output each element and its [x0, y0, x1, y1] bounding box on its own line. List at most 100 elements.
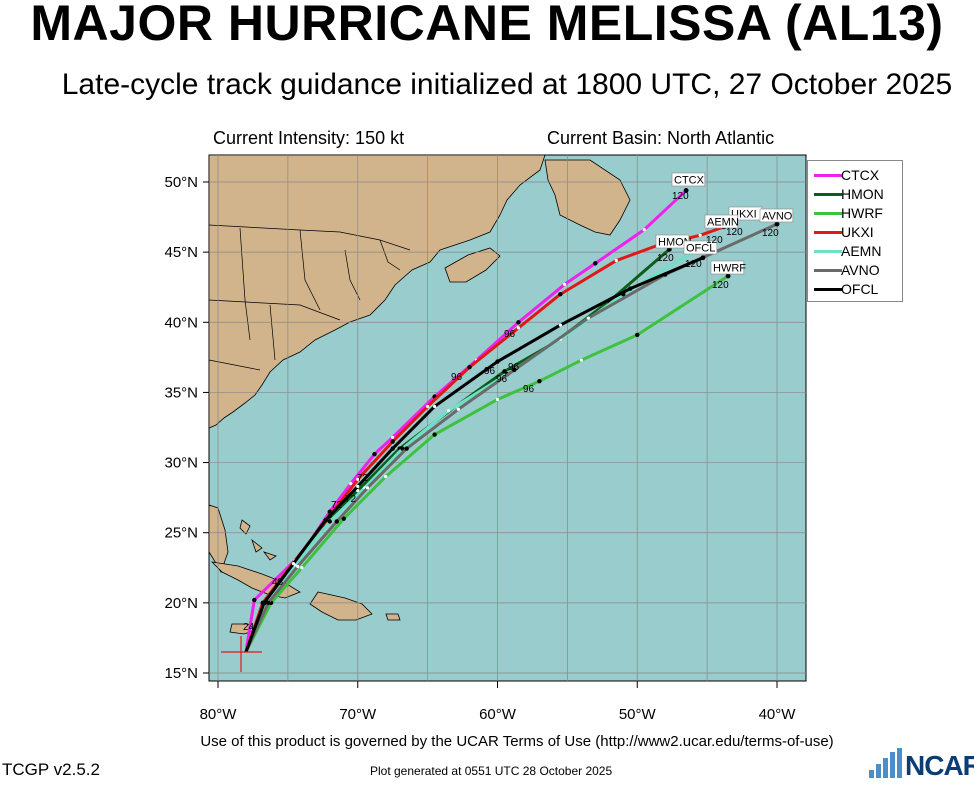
hour-label-hmon-96: 96 [508, 362, 520, 373]
lon-tick-label: 70°W [339, 706, 377, 723]
track-marker [516, 326, 521, 330]
bahamas [239, 519, 277, 561]
current-intensity: Current Intensity: 150 kt [213, 128, 405, 148]
initial-position-marker [221, 636, 262, 672]
legend-item-avno: AVNO [808, 261, 904, 280]
track-marker [349, 482, 353, 486]
track-point [390, 446, 395, 451]
end-label-aemn: AEMN [707, 217, 739, 229]
track-point [512, 367, 517, 373]
track-marker [579, 358, 583, 362]
hour-label-72b: 72 [331, 500, 343, 511]
legend-item-hmon: HMON [808, 185, 904, 204]
hour-label-hwrf-120: 120 [712, 280, 729, 291]
track-point [635, 332, 640, 338]
track-end-point [683, 188, 689, 193]
ncar-logo: NCAR [867, 748, 974, 781]
track-marker [391, 435, 395, 439]
track-end-point [774, 221, 780, 227]
legend-swatch [814, 231, 842, 234]
hour-label-avno-96: 96 [484, 366, 496, 377]
track-point [628, 286, 633, 291]
version-label: TCGP v2.5.2 [2, 760, 100, 779]
end-label-hmon: HMON [658, 237, 692, 249]
track-marker [426, 404, 430, 409]
lat-tick-label: 20°N [164, 595, 198, 612]
hour-label-ofcl-96: 96 [496, 374, 508, 385]
track-marker [558, 323, 562, 327]
lat-lon-grid [209, 155, 806, 681]
legend-label: AVNO [841, 262, 880, 278]
legend-item-ukxi: UKXI [808, 223, 904, 242]
legend-item-ctcx: CTCX [808, 166, 904, 185]
terms-of-use: Use of this product is governed by the U… [200, 733, 834, 750]
lat-tick-label: 30°N [164, 455, 198, 472]
hour-label-avno-120: 120 [762, 228, 779, 239]
end-label-box-hwrf [710, 260, 745, 275]
hour-annotations: 120 120 120 120 120 120 120 96 96 96 96 … [243, 191, 779, 633]
chart-subtitle: Late-cycle track guidance initialized at… [61, 68, 953, 101]
hour-label-hmon-120: 120 [657, 253, 674, 264]
track-point [261, 600, 267, 606]
hour-label-ukxi-96: 96 [451, 372, 463, 383]
track-point [323, 517, 328, 523]
track-point [327, 519, 332, 524]
north-america [208, 154, 546, 429]
end-label-box-ctcx [671, 172, 706, 187]
lat-tick-label: 40°N [164, 314, 198, 331]
track-marker [291, 561, 296, 566]
track-marker [433, 404, 437, 409]
track-marker [300, 566, 304, 570]
hour-label-aemn-120: 120 [706, 235, 723, 246]
track-point [537, 379, 542, 384]
florida [208, 504, 229, 573]
track-point [266, 600, 271, 606]
end-label-ctcx: CTCX [674, 175, 705, 187]
legend-item-hwrf: HWRF [808, 204, 904, 223]
lat-tick-label: 15°N [164, 665, 198, 682]
track-marker [495, 397, 500, 402]
current-basin: Current Basin: North Atlantic [547, 128, 775, 148]
track-end-point [700, 255, 706, 261]
track-point [502, 369, 507, 374]
legend-swatch [814, 288, 842, 291]
axis-ticks: 50°N 45°N 40°N 35°N 30°N 25°N 20°N 15°N 80°W 70°W… [164, 174, 796, 723]
lat-tick-label: 50°N [164, 174, 198, 191]
track-point [404, 446, 409, 451]
legend-swatch [814, 193, 842, 196]
lat-tick-label: 35°N [164, 384, 198, 401]
track-point [390, 439, 395, 444]
hour-label-ofcl-120: 120 [685, 259, 702, 270]
lon-tick-label: 60°W [479, 706, 517, 723]
end-label-box-aemn [704, 214, 739, 229]
track-marker [586, 316, 590, 320]
end-label-ofcl: OFCL [686, 243, 715, 255]
end-label-hwrf: HWRF [713, 263, 746, 275]
hour-label-hwrf-96: 96 [523, 384, 535, 395]
track-point [334, 519, 339, 524]
hour-label-ctcx-120: 120 [672, 191, 689, 202]
track-marker [446, 409, 451, 413]
track-point [341, 516, 346, 521]
puerto-rico [385, 613, 401, 621]
track-marker [642, 228, 646, 232]
track-point [495, 359, 500, 364]
track-point [467, 364, 472, 370]
track-marker [562, 282, 567, 287]
legend-label: AEMN [841, 243, 882, 259]
legend-swatch [814, 269, 842, 272]
legend: CTCX HMON HWRF UKXI AEMN AVNO OFCL [807, 160, 903, 302]
track-marker [614, 258, 618, 263]
hour-label-72c: 72 [345, 494, 357, 505]
legend-swatch [814, 212, 842, 215]
land [208, 154, 631, 635]
plot-generated: Plot generated at 0551 UTC 28 October 20… [370, 764, 613, 778]
legend-label: CTCX [841, 167, 880, 183]
lon-tick-label: 50°W [619, 706, 657, 723]
lat-tick-label: 45°N [164, 244, 198, 261]
end-label-box-ofcl [683, 240, 718, 255]
hour-label-ukxi-120: 120 [726, 227, 743, 238]
track-marker [356, 477, 360, 482]
track-marker [356, 484, 360, 489]
